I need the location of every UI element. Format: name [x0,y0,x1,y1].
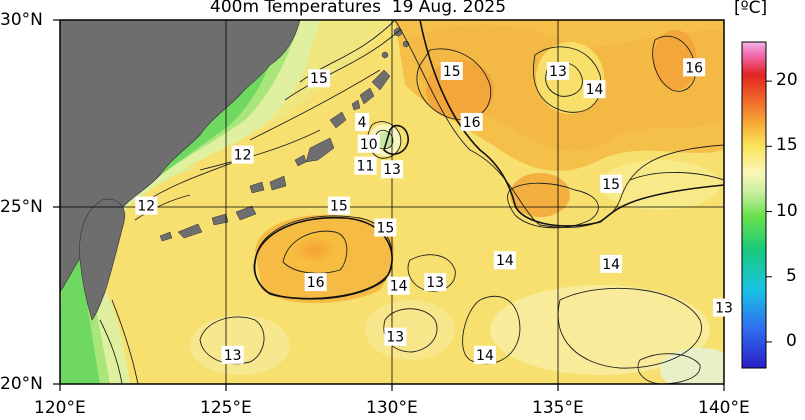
lon-label-120e: 120°E [34,398,86,418]
contour-label: 16 [683,58,706,77]
contour-label: 15 [440,61,463,80]
contour-label: 14 [473,345,496,364]
lat-label-20n: 20°N [0,374,43,394]
contour-label: 12 [231,145,254,164]
contour-label: 10 [357,134,380,153]
contour-label: 13 [547,61,569,80]
contour-label-box [440,61,463,80]
lat-label-30n: 30°N [0,10,43,30]
contour-label-text: 16 [463,115,481,131]
contour-label: 14 [493,251,516,270]
contour-label-box [583,80,606,99]
contour-label-text: 16 [307,275,325,291]
contour-label-text: 13 [386,330,404,346]
contour-label-text: 13 [549,64,567,80]
contour-label-box [355,112,370,131]
colorbar-tick-label: 20 [776,70,798,91]
contour-label-text: 14 [476,348,494,364]
contour-label-box [304,273,327,292]
contour-label-box [713,298,735,317]
contour-label: 15 [327,196,350,215]
contour-label-box [547,61,569,80]
contour-label-box [135,196,158,215]
axis-ticks [53,19,725,391]
contour-label: 13 [381,160,403,179]
contour-label: 13 [221,345,244,364]
contour-label: 16 [460,112,483,131]
lon-label-140e: 140°E [698,398,750,418]
lon-label-135e: 135°E [532,398,584,418]
colorbar-tick-label: 10 [776,200,798,221]
contour-label: 15 [600,174,623,193]
contour-label-text: 13 [426,275,444,291]
contour-label-text: 4 [358,115,367,131]
contour-label-text: 15 [443,64,461,80]
contour-label-text: 15 [330,199,348,215]
contour-label-text: 15 [602,177,620,193]
contour-label-box [683,58,706,77]
contour-label-text: 14 [496,253,514,269]
colorbar-unit: [ºC] [734,0,768,18]
map-title: 400m Temperatures 19 Aug. 2025 [210,0,507,17]
contour-label-box [424,273,447,292]
contour-label: 11 [354,156,377,175]
map-grid [60,20,724,384]
contour-label-box [357,134,380,153]
contour-label-box [600,254,623,273]
contour-label-box [327,196,350,215]
colorbar-tick-label: 0 [786,330,797,351]
lon-label-125e: 125°E [200,398,252,418]
contour-label-text: 15 [376,220,394,236]
contour-label-text: 13 [224,348,242,364]
contour-label-text: 10 [360,137,378,153]
contour-label: 15 [307,69,330,88]
colorbar-tick-label: 5 [786,265,797,286]
contour-label-text: 12 [234,148,252,164]
contour-label-box [493,251,516,270]
contour-label-text: 16 [685,60,703,76]
contour-label: 13 [384,327,407,346]
colorbar-ticks [766,80,772,343]
contour-label-box [307,69,330,88]
contour-label-box [354,156,377,175]
contour-label-box [231,145,254,164]
contour-label: 13 [713,298,735,317]
contour-label-text: 11 [357,159,375,175]
contour-label: 14 [387,276,410,295]
contour-label-box [387,276,410,295]
contour-label: 13 [424,273,447,292]
contour-label-text: 13 [715,301,733,317]
contour-label-box [460,112,483,131]
contour-label-text: 13 [383,162,401,178]
contour-label: 14 [583,80,606,99]
lon-label-130e: 130°E [366,398,418,418]
contour-label: 14 [600,254,623,273]
contour-label: 12 [135,196,158,215]
colorbar-tick-label: 15 [776,135,798,156]
colorbar [741,41,767,369]
contour-label-box [600,174,623,193]
contour-label: 4 [355,112,370,131]
contour-label-text: 14 [602,257,620,273]
contour-labels: 15 4 10 11 13 12 15 12 15 16 14 13 15 16 13 14 16 15 14 14 1… [135,58,735,364]
contour-label: 16 [304,273,327,292]
contour-label-box [381,160,403,179]
contour-label-box [221,345,244,364]
contour-label-text: 14 [390,279,408,295]
contour-label-text: 14 [586,82,604,98]
contour-label-box [473,345,496,364]
contour-label-box [384,327,407,346]
contour-label-text: 12 [137,199,155,215]
contour-label: 15 [374,218,397,237]
contour-label-text: 15 [310,71,328,87]
contour-label-box [374,218,397,237]
lat-label-25n: 25°N [0,197,43,217]
